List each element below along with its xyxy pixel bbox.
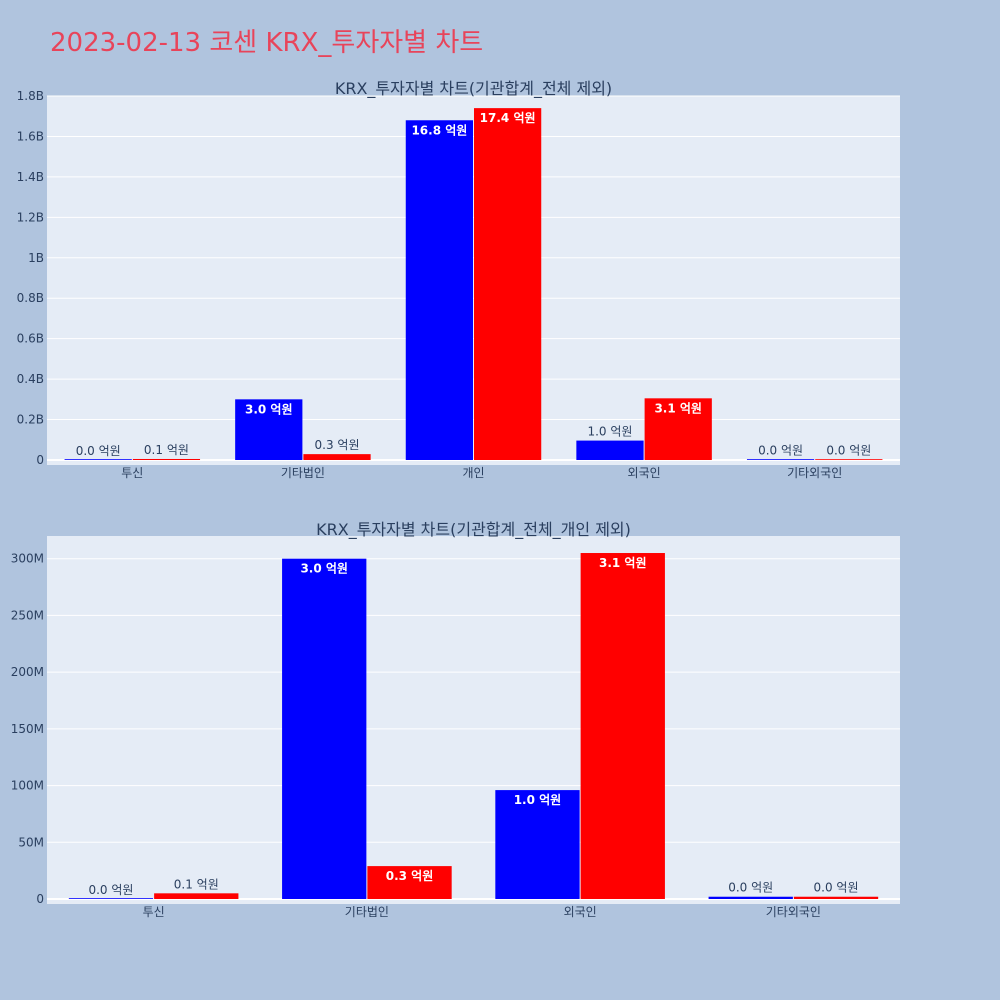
- data-label: 3.0 억원: [300, 562, 348, 576]
- x-tick-label: 외국인: [564, 905, 597, 919]
- plot-area: [47, 536, 900, 904]
- y-tick-label: 1.4B: [17, 170, 44, 184]
- data-label: 0.0 억원: [88, 883, 133, 897]
- y-tick-label: 0.8B: [17, 291, 44, 305]
- bar: [64, 459, 132, 460]
- data-label: 0.0 억원: [826, 444, 871, 458]
- y-tick-label: 50M: [18, 835, 44, 849]
- bar: [644, 398, 712, 460]
- x-tick-label: 기타법인: [345, 905, 389, 919]
- x-tick-label: 기타법인: [281, 466, 325, 480]
- bar: [154, 893, 239, 899]
- data-label: 17.4 억원: [480, 111, 536, 125]
- data-label: 0.3 억원: [386, 869, 434, 883]
- y-tick-label: 0: [36, 453, 44, 467]
- bar: [303, 454, 371, 460]
- page-title: 2023-02-13 코센 KRX_투자자별 차트: [50, 28, 484, 58]
- chart-1: 0 0.2B 0.4B 0.6B 0.8B 1B 1.2B 1.4B 1.6B 1.8B KRX_투…: [17, 79, 900, 480]
- y-tick-label: 1B: [28, 251, 44, 265]
- bar: [68, 898, 154, 899]
- bar: [708, 896, 793, 899]
- plot-area: [47, 96, 900, 465]
- data-label: 0.3 억원: [315, 438, 360, 452]
- chart-title: KRX_투자자별 차트(기관합계_전체_개인 제외): [316, 520, 631, 540]
- y-tick-label: 0.4B: [17, 372, 44, 386]
- data-label: 0.0 억원: [814, 881, 859, 895]
- bar: [793, 896, 879, 899]
- data-label: 0.0 억원: [76, 444, 121, 458]
- y-tick-label: 150M: [11, 722, 44, 736]
- data-label: 3.1 억원: [654, 401, 702, 415]
- y-tick-label: 1.6B: [17, 129, 44, 143]
- bar: [132, 458, 201, 460]
- bar: [367, 866, 452, 899]
- data-label: 16.8 억원: [411, 123, 467, 137]
- data-label: 0.0 억원: [728, 881, 773, 895]
- data-label: 3.0 억원: [245, 402, 293, 416]
- y-tick-label: 0.6B: [17, 332, 44, 346]
- y-tick-label: 300M: [11, 552, 44, 566]
- data-label: 1.0 억원: [514, 793, 562, 807]
- bar: [815, 459, 883, 460]
- bar: [580, 553, 665, 899]
- y-tick-label: 1.8B: [17, 89, 44, 103]
- y-tick-label: 250M: [11, 608, 44, 622]
- bar: [746, 459, 815, 460]
- data-label: 0.1 억원: [144, 443, 189, 457]
- x-tick-label: 기타외국인: [787, 466, 842, 480]
- y-tick-label: 100M: [11, 779, 44, 793]
- x-tick-label: 외국인: [628, 466, 661, 480]
- x-tick-label: 투신: [121, 466, 143, 480]
- x-tick-label: 투신: [143, 905, 165, 919]
- x-tick-label: 기타외국인: [766, 905, 821, 919]
- y-tick-label: 1.2B: [17, 210, 44, 224]
- y-tick-label: 0: [36, 892, 44, 906]
- chart-title: KRX_투자자별 차트(기관합계_전체 제외): [335, 79, 612, 99]
- chart-2: 0 50M 100M 150M 200M 250M 300M KRX_투자자별 차트(기관합계…: [11, 520, 900, 919]
- data-label: 1.0 억원: [587, 425, 632, 439]
- bar: [576, 440, 644, 460]
- data-label: 0.1 억원: [174, 877, 219, 891]
- data-label: 0.0 억원: [758, 444, 803, 458]
- bar: [235, 399, 303, 460]
- y-tick-label: 0.2B: [17, 413, 44, 427]
- bar: [405, 120, 473, 461]
- data-label: 3.1 억원: [599, 556, 647, 570]
- bar: [474, 108, 542, 460]
- y-tick-label: 200M: [11, 665, 44, 679]
- x-tick-label: 개인: [462, 466, 484, 480]
- bar: [282, 558, 367, 899]
- bar: [495, 790, 580, 899]
